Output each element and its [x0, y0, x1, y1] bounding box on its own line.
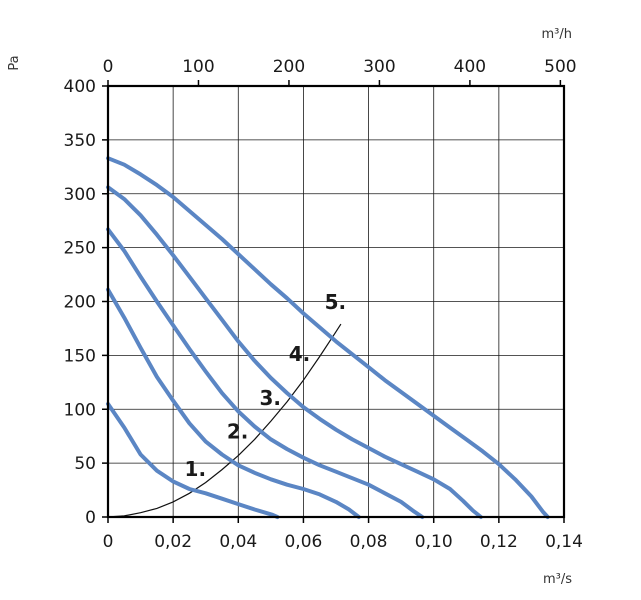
- y-tick-label: 0: [85, 508, 96, 528]
- y-tick-label: 300: [64, 185, 96, 205]
- x-top-tick-label: 0: [103, 57, 114, 77]
- x-axis-top: 0 100 200 300 400 500: [103, 57, 577, 86]
- y-tick-label: 400: [64, 77, 96, 97]
- x-top-tick-label: 400: [454, 57, 486, 77]
- fan-curve-5: [106, 156, 550, 519]
- x-tick-label: 0,14: [545, 532, 583, 552]
- curve-label-4: 4.: [289, 342, 311, 366]
- x-tick-label: 0,06: [284, 532, 322, 552]
- fan-curve-2: [106, 287, 361, 519]
- fan-curves-layer: [106, 156, 550, 519]
- x-top-tick-label: 300: [363, 57, 395, 77]
- x-top-tick-label: 100: [182, 57, 214, 77]
- fan-curve-4: [106, 185, 483, 519]
- x-bottom-unit-label: m³/s: [543, 572, 572, 587]
- x-tick-label: 0,10: [415, 532, 453, 552]
- curve-label-3: 3.: [259, 386, 281, 410]
- y-tick-label: 150: [64, 346, 96, 366]
- x-tick-label: 0: [103, 532, 114, 552]
- x-top-tick-label: 500: [544, 57, 576, 77]
- y-tick-label: 350: [64, 131, 96, 151]
- curve-label-5: 5.: [325, 290, 347, 314]
- x-tick-label: 0,04: [219, 532, 257, 552]
- y-tick-label: 250: [64, 239, 96, 259]
- y-axis: 0 50 100 150 200 250 300 350 400: [64, 77, 108, 528]
- y-tick-label: 50: [74, 454, 96, 474]
- curve-label-2: 2.: [227, 419, 249, 443]
- x-top-tick-label: 200: [273, 57, 305, 77]
- system-curve-layer: [107, 323, 342, 518]
- curve-label-1: 1.: [185, 457, 207, 481]
- x-tick-label: 0,12: [480, 532, 518, 552]
- fan-curve-3: [106, 227, 425, 519]
- curve-labels-layer: 1. 2. 3. 4. 5.: [185, 290, 347, 481]
- x-tick-label: 0,02: [154, 532, 192, 552]
- y-unit-label: Pa: [7, 55, 22, 70]
- system-curve-line: [107, 323, 342, 518]
- x-axis-bottom: 0 0,02 0,04 0,06 0,08 0,10 0,12 0,14: [103, 517, 583, 552]
- x-tick-label: 0,08: [350, 532, 388, 552]
- y-tick-label: 100: [64, 400, 96, 420]
- fan-curve-1: [106, 401, 280, 519]
- x-top-unit-label: m³/h: [542, 27, 573, 42]
- y-tick-label: 200: [64, 293, 96, 313]
